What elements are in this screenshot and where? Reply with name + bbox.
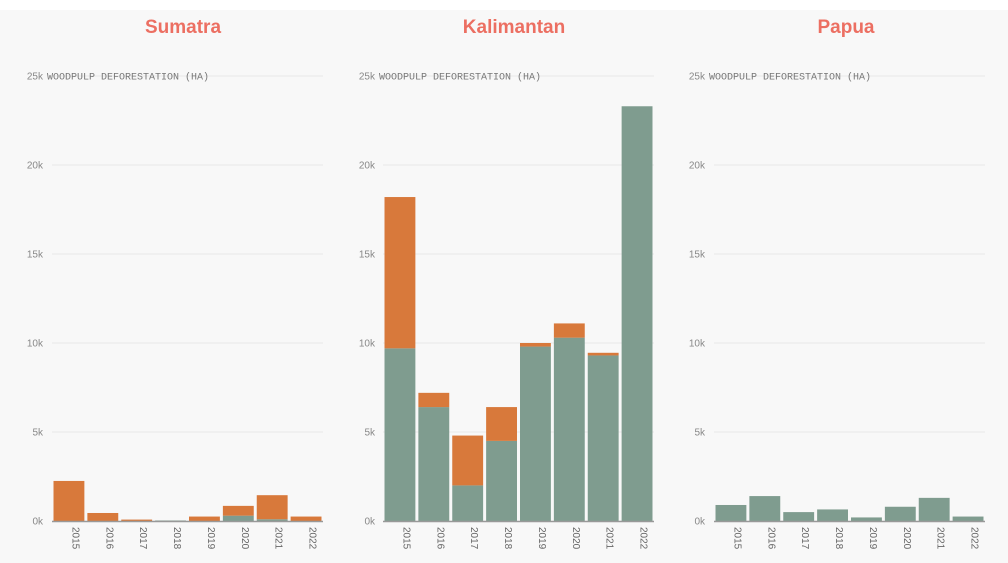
y-tick-label: 25k bbox=[689, 72, 706, 83]
x-tick-label: 2017 bbox=[137, 527, 148, 550]
y-tick-label: 0k bbox=[694, 517, 706, 528]
bar-2017-series-1 bbox=[121, 519, 153, 521]
top-strip bbox=[0, 0, 1008, 10]
y-tick-label: 20k bbox=[359, 161, 376, 172]
bar-2020-series-1 bbox=[553, 323, 585, 338]
x-tick-label: 2016 bbox=[765, 527, 776, 550]
x-tick-label: 2019 bbox=[205, 527, 216, 550]
bar-2018-series-0 bbox=[155, 520, 186, 521]
panel-title: Kalimantan bbox=[463, 17, 565, 38]
y-tick-label: 5k bbox=[364, 428, 376, 439]
x-tick-label: 2022 bbox=[307, 527, 318, 550]
bar-2019-series-1 bbox=[189, 516, 220, 521]
bar-2016-series-0 bbox=[418, 407, 450, 521]
bar-2015-series-0 bbox=[384, 348, 416, 521]
y-tick-label: 15k bbox=[689, 250, 706, 261]
x-tick-label: 2016 bbox=[103, 527, 114, 550]
x-tick-label: 2018 bbox=[171, 527, 182, 550]
panel-title: Sumatra bbox=[145, 17, 221, 38]
x-tick-label: 2015 bbox=[400, 527, 411, 550]
bar-2021-series-0 bbox=[587, 355, 619, 521]
y-tick-label: 10k bbox=[359, 339, 376, 350]
x-tick-label: 2016 bbox=[434, 527, 445, 550]
bar-2017-series-1 bbox=[452, 435, 484, 486]
y-axis-label: WOODPULP DEFORESTATION (HA) bbox=[709, 72, 871, 84]
bar-2019-series-0 bbox=[851, 517, 882, 521]
x-tick-label: 2015 bbox=[731, 527, 742, 550]
y-tick-label: 10k bbox=[689, 339, 706, 350]
x-tick-label: 2020 bbox=[239, 527, 250, 550]
bar-2020-series-0 bbox=[553, 337, 585, 521]
x-tick-label: 2022 bbox=[969, 527, 980, 550]
y-axis-label: WOODPULP DEFORESTATION (HA) bbox=[47, 72, 209, 84]
bar-2018-series-1 bbox=[486, 407, 517, 441]
bar-2020-series-1 bbox=[222, 505, 254, 516]
y-axis-label: WOODPULP DEFORESTATION (HA) bbox=[379, 72, 541, 84]
bar-2017-series-0 bbox=[452, 485, 484, 521]
y-tick-label: 10k bbox=[27, 339, 44, 350]
x-tick-label: 2020 bbox=[570, 527, 581, 550]
x-tick-label: 2022 bbox=[638, 527, 649, 550]
bar-2019-series-1 bbox=[520, 343, 551, 347]
bar-2015-series-1 bbox=[384, 197, 416, 349]
x-tick-label: 2015 bbox=[69, 527, 80, 550]
panel-sumatra: Sumatra 0k 5k 10k 15k 20k 25k WOODPULP DEFOREST… bbox=[27, 17, 323, 550]
y-tick-label: 0k bbox=[364, 517, 376, 528]
x-tick-label: 2021 bbox=[604, 527, 615, 550]
x-tick-label: 2017 bbox=[799, 527, 810, 550]
bar-2015-series-0 bbox=[715, 504, 747, 521]
y-tick-label: 5k bbox=[32, 428, 44, 439]
y-tick-label: 5k bbox=[694, 428, 706, 439]
bar-2020-series-0 bbox=[884, 506, 916, 521]
bar-2015-series-1 bbox=[53, 480, 85, 521]
bar-2016-series-1 bbox=[87, 512, 119, 521]
y-tick-label: 0k bbox=[32, 517, 44, 528]
bar-2020-series-0 bbox=[222, 515, 254, 521]
bar-2021-series-0 bbox=[918, 497, 950, 521]
x-tick-label: 2021 bbox=[273, 527, 284, 550]
x-tick-label: 2018 bbox=[833, 527, 844, 550]
bar-2016-series-0 bbox=[749, 496, 781, 521]
bar-2022-series-1 bbox=[290, 516, 322, 521]
bar-2016-series-1 bbox=[418, 392, 450, 408]
x-tick-label: 2019 bbox=[867, 527, 878, 550]
y-tick-label: 20k bbox=[689, 161, 706, 172]
panel-title: Papua bbox=[817, 17, 874, 38]
y-tick-label: 25k bbox=[27, 72, 44, 83]
bar-2017-series-0 bbox=[783, 512, 815, 521]
y-tick-label: 25k bbox=[359, 72, 376, 83]
bar-2022-series-0 bbox=[621, 106, 653, 521]
bar-2021-series-1 bbox=[587, 352, 619, 356]
x-tick-label: 2019 bbox=[536, 527, 547, 550]
x-tick-label: 2021 bbox=[935, 527, 946, 550]
bar-2018-series-0 bbox=[817, 509, 848, 521]
x-tick-label: 2018 bbox=[502, 527, 513, 550]
x-tick-label: 2017 bbox=[468, 527, 479, 550]
panel-kalimantan: Kalimantan 0k 5k 10k 15k 20k 25k WOODPULP DEFOR… bbox=[359, 17, 654, 550]
bar-2021-series-0 bbox=[256, 519, 288, 521]
panel-papua: Papua 0k 5k 10k 15k 20k 25k WOODPULP DEFORESTAT… bbox=[689, 17, 985, 550]
bar-2022-series-0 bbox=[952, 516, 984, 521]
y-tick-label: 20k bbox=[27, 161, 44, 172]
x-tick-label: 2020 bbox=[901, 527, 912, 550]
y-tick-label: 15k bbox=[359, 250, 376, 261]
bar-2019-series-0 bbox=[520, 346, 551, 521]
bar-2018-series-0 bbox=[486, 440, 517, 521]
bar-2021-series-1 bbox=[256, 495, 288, 520]
y-tick-label: 15k bbox=[27, 250, 44, 261]
